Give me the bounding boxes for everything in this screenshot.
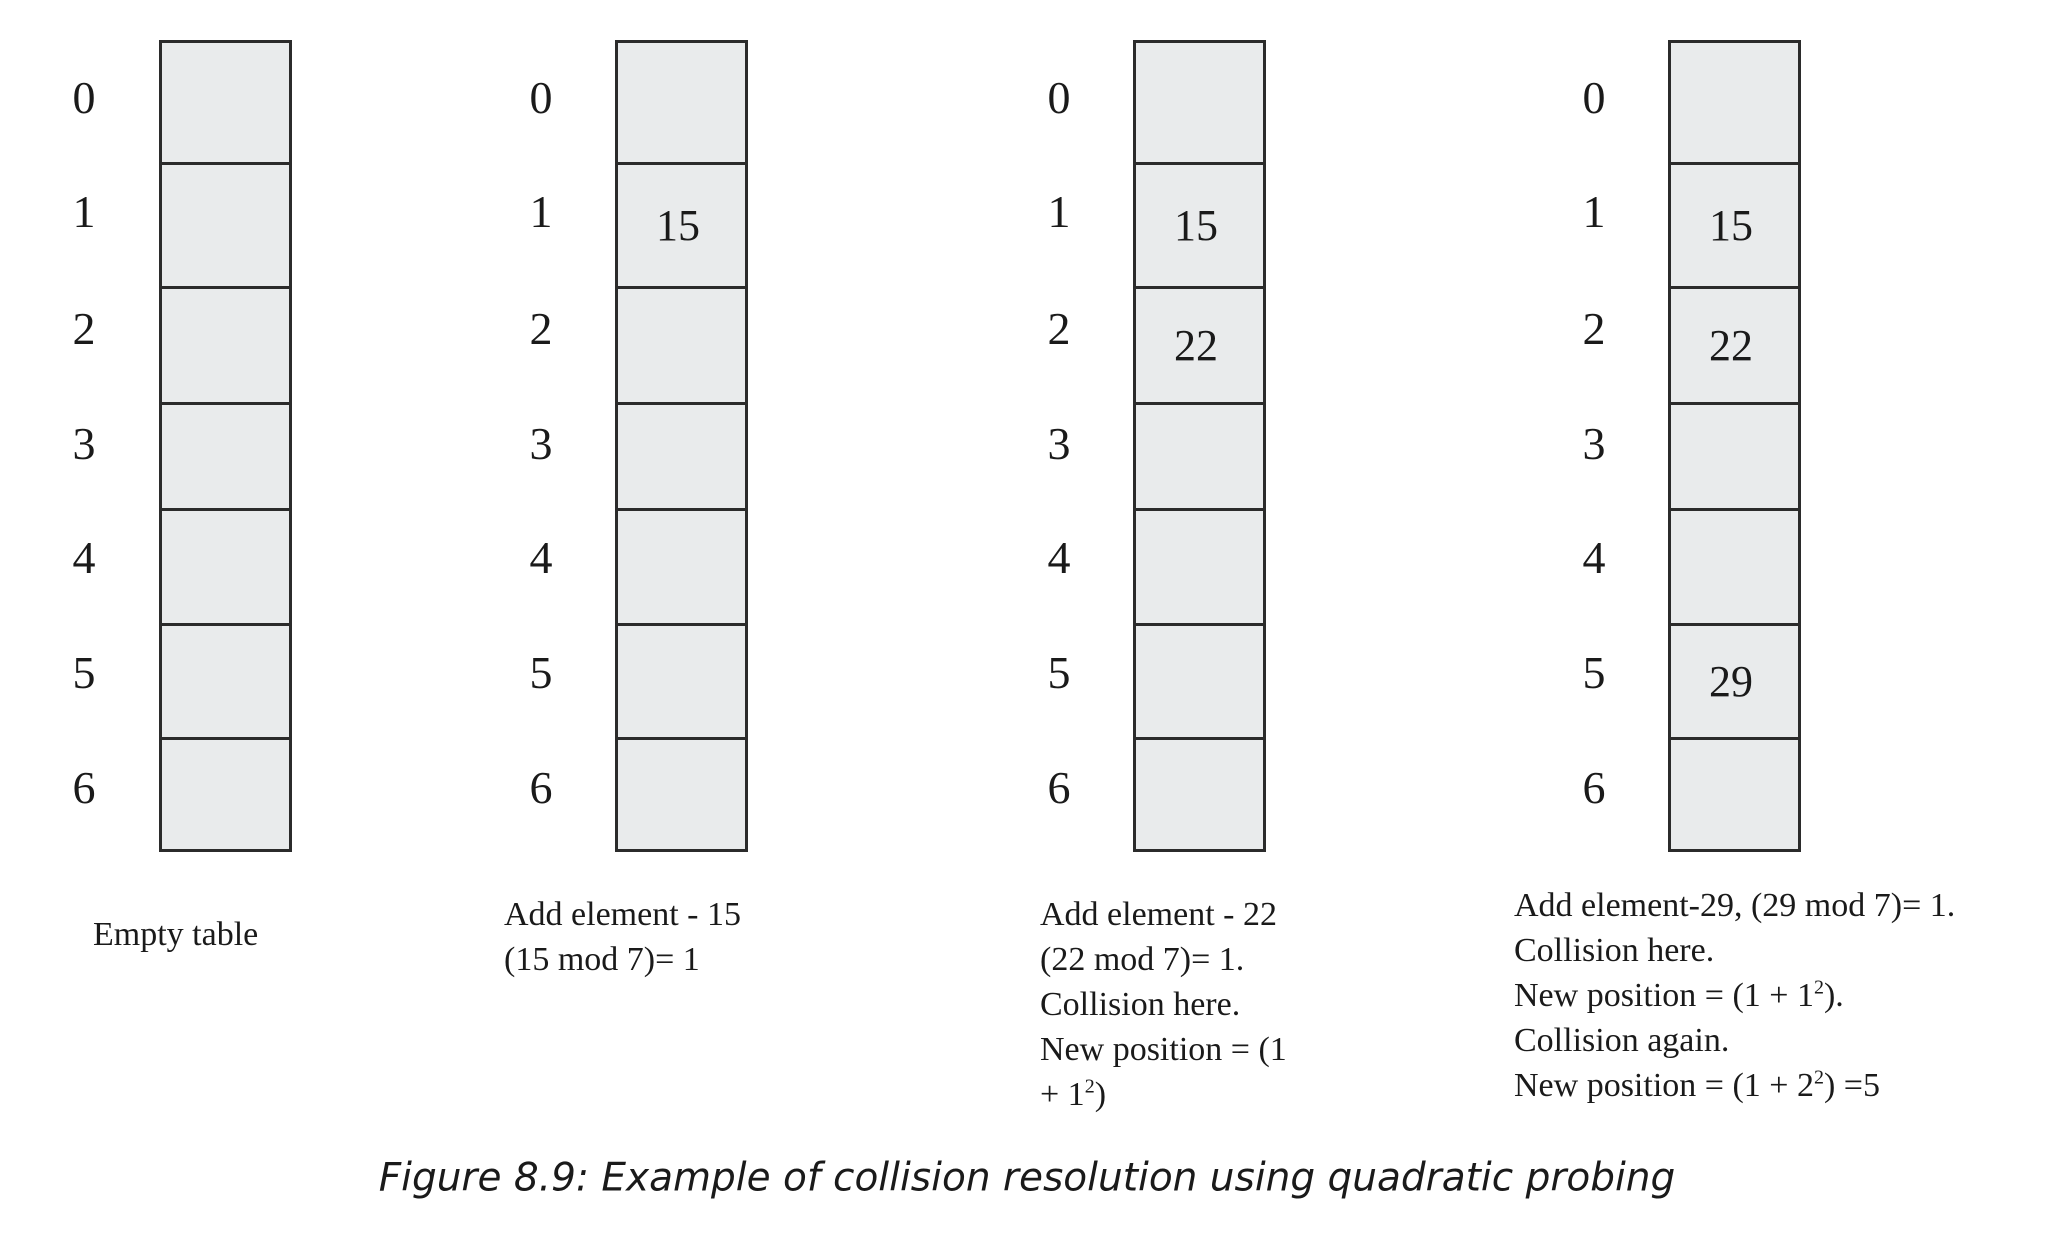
caption-line: (22 mod 7)= 1. xyxy=(1040,941,1245,978)
slot-index-1: 1 xyxy=(529,186,553,237)
table-slot-2: 22 xyxy=(1136,286,1263,402)
caption-line: Add element-29, (29 mod 7)= 1. xyxy=(1514,887,1956,924)
slot-index-2: 2 xyxy=(1047,303,1071,354)
caption-line: New position = (1 xyxy=(1040,1031,1287,1068)
slot-index-0: 0 xyxy=(529,72,553,123)
table-slot-4 xyxy=(162,508,289,623)
table-slot-0 xyxy=(618,40,745,162)
caption-line: Empty table xyxy=(93,916,259,953)
slot-index-1: 1 xyxy=(72,186,96,237)
slot-index-6: 6 xyxy=(1047,762,1071,813)
slot-index-5: 5 xyxy=(1582,647,1606,698)
table-slot-0 xyxy=(1671,40,1798,162)
table-slot-1: 15 xyxy=(618,162,745,286)
table-slot-3 xyxy=(162,402,289,508)
table-slot-1: 15 xyxy=(1136,162,1263,286)
slot-index-5: 5 xyxy=(72,647,96,698)
slot-index-1: 1 xyxy=(1582,186,1606,237)
table-slot-6 xyxy=(618,737,745,846)
figure-caption: Figure 8.9: Example of collision resolut… xyxy=(378,1155,1676,1201)
table-slot-5: 29 xyxy=(1671,623,1798,737)
table-slot-5 xyxy=(162,623,289,737)
caption-line: New position = (1 + 12). xyxy=(1514,976,1844,1014)
slot-index-6: 6 xyxy=(1582,762,1606,813)
slot-index-6: 6 xyxy=(529,762,553,813)
table-slot-4 xyxy=(618,508,745,623)
slot-index-0: 0 xyxy=(1582,72,1606,123)
caption-line: + 12) xyxy=(1040,1075,1107,1113)
hash-table-column xyxy=(159,40,292,852)
table-slot-4 xyxy=(1136,508,1263,623)
table-caption: Empty table xyxy=(93,912,258,957)
caption-line: Add element - 22 xyxy=(1040,896,1277,933)
slot-index-4: 4 xyxy=(1047,532,1071,583)
table-slot-0 xyxy=(1136,40,1263,162)
table-slot-3 xyxy=(1671,402,1798,508)
slot-index-3: 3 xyxy=(529,418,553,469)
slot-index-3: 3 xyxy=(1582,418,1606,469)
table-slot-0 xyxy=(162,40,289,162)
slot-index-0: 0 xyxy=(1047,72,1071,123)
caption-line: Add element - 15 xyxy=(504,896,741,933)
slot-index-2: 2 xyxy=(529,303,553,354)
hash-table-column: 15 22 xyxy=(1133,40,1266,852)
slot-index-3: 3 xyxy=(1047,418,1071,469)
caption-line: New position = (1 + 22) =5 xyxy=(1514,1066,1880,1104)
table-slot-6 xyxy=(1136,737,1263,846)
slot-index-2: 2 xyxy=(72,303,96,354)
table-slot-5 xyxy=(618,623,745,737)
table-slot-3 xyxy=(618,402,745,508)
slot-index-5: 5 xyxy=(1047,647,1071,698)
table-caption: Add element - 15 (15 mod 7)= 1 xyxy=(504,892,741,982)
slot-index-5: 5 xyxy=(529,647,553,698)
table-slot-3 xyxy=(1136,402,1263,508)
table-slot-1 xyxy=(162,162,289,286)
table-slot-6 xyxy=(162,737,289,846)
slot-index-3: 3 xyxy=(72,418,96,469)
caption-line: Collision here. xyxy=(1514,932,1715,969)
table-slot-5 xyxy=(1136,623,1263,737)
table-slot-2 xyxy=(618,286,745,402)
slot-index-4: 4 xyxy=(1582,532,1606,583)
hash-table-column: 15 xyxy=(615,40,748,852)
slot-index-0: 0 xyxy=(72,72,96,123)
caption-line: Collision here. xyxy=(1040,986,1241,1023)
slot-index-4: 4 xyxy=(72,532,96,583)
table-slot-1: 15 xyxy=(1671,162,1798,286)
table-slot-2: 22 xyxy=(1671,286,1798,402)
caption-line: (15 mod 7)= 1 xyxy=(504,941,700,978)
table-slot-4 xyxy=(1671,508,1798,623)
caption-line: Collision again. xyxy=(1514,1022,1730,1059)
table-caption: Add element - 22 (22 mod 7)= 1. Collision … xyxy=(1040,892,1287,1117)
hash-table-column: 15 22 29 xyxy=(1668,40,1801,852)
slot-index-6: 6 xyxy=(72,762,96,813)
table-slot-2 xyxy=(162,286,289,402)
table-slot-6 xyxy=(1671,737,1798,846)
slot-index-4: 4 xyxy=(529,532,553,583)
slot-index-1: 1 xyxy=(1047,186,1071,237)
table-caption: Add element-29, (29 mod 7)= 1. Collision … xyxy=(1514,883,1955,1108)
slot-index-2: 2 xyxy=(1582,303,1606,354)
